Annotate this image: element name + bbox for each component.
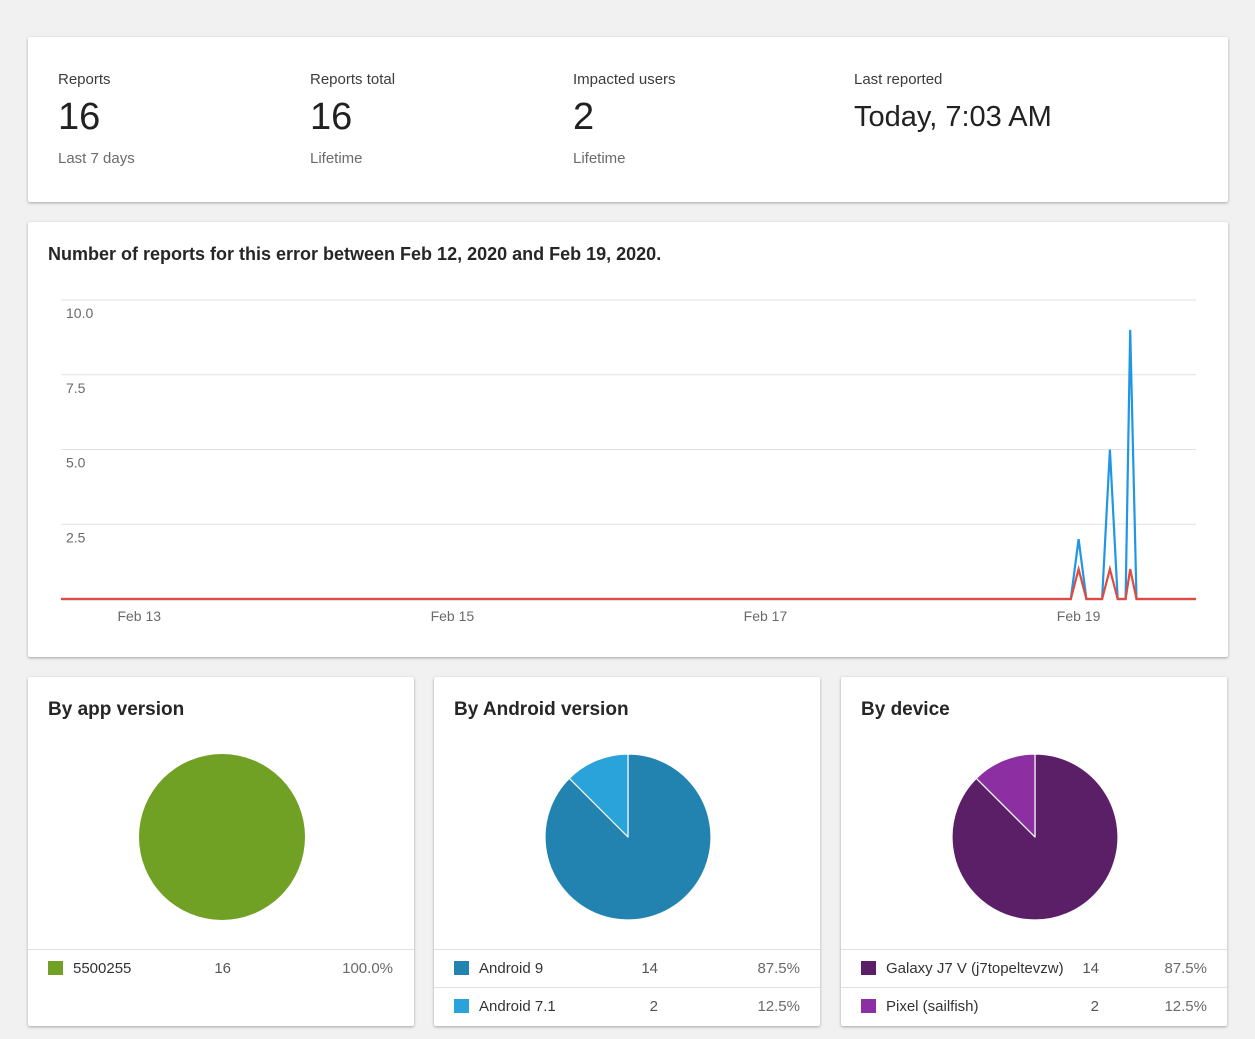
- y-tick-label: 7.5: [66, 380, 86, 396]
- android-version-legend: Android 9 14 87.5% Android 7.1 2 12.5%: [434, 949, 820, 1025]
- stat-value: Today, 7:03 AM: [854, 101, 1052, 133]
- legend-swatch: [454, 961, 469, 975]
- stat-label: Reports total: [310, 71, 396, 88]
- android-version-card: By Android version Android 9 14 87.5% Andro…: [434, 677, 820, 1026]
- stat-sublabel: Lifetime: [310, 150, 363, 167]
- device-pie-chart: [951, 753, 1119, 921]
- legend-name: Android 7.1: [479, 998, 556, 1015]
- stats-card: Reports 16 Last 7 days Reports total 16 …: [28, 37, 1228, 202]
- stat-sublabel: Last 7 days: [58, 150, 135, 167]
- stat-value: 2: [573, 96, 595, 138]
- y-tick-label: 10.0: [66, 305, 93, 321]
- app-version-legend: 5500255 16 100.0%: [28, 949, 414, 987]
- legend-percent: 100.0%: [342, 960, 393, 977]
- legend-count: 16: [214, 960, 231, 977]
- x-tick-label: Feb 13: [117, 608, 161, 624]
- legend-percent: 87.5%: [1164, 960, 1207, 977]
- legend-name: 5500255: [73, 960, 132, 977]
- reports-chart-card: Number of reports for this error between…: [28, 222, 1228, 657]
- legend-count: 14: [1082, 960, 1099, 977]
- stat-sublabel: Lifetime: [573, 150, 626, 167]
- legend-row: Android 9 14 87.5%: [434, 950, 820, 988]
- legend-row: Pixel (sailfish) 2 12.5%: [841, 988, 1227, 1025]
- legend-name: Pixel (sailfish): [886, 998, 979, 1015]
- x-tick-label: Feb 19: [1057, 608, 1101, 624]
- chart-title: Number of reports for this error between…: [48, 244, 662, 264]
- legend-swatch: [861, 961, 876, 975]
- device-legend: Galaxy J7 V (j7topeltevzw) 14 87.5% Pixel (…: [841, 949, 1227, 1025]
- y-tick-label: 5.0: [66, 455, 86, 471]
- y-tick-label: 2.5: [66, 529, 86, 545]
- legend-percent: 12.5%: [757, 998, 800, 1015]
- stat-value: 16: [310, 96, 353, 138]
- android-version-pie-chart: [544, 753, 712, 921]
- series-line: [61, 329, 1196, 601]
- series-line: [61, 564, 1196, 601]
- legend-percent: 87.5%: [757, 960, 800, 977]
- app-version-pie-chart: [139, 754, 305, 920]
- x-tick-label: Feb 15: [431, 608, 475, 624]
- x-tick-label: Feb 17: [744, 608, 788, 624]
- legend-swatch: [861, 999, 876, 1013]
- legend-name: Android 9: [479, 960, 544, 977]
- stat-label: Impacted users: [573, 71, 676, 88]
- reports-line-chart: 2.5 5.0 7.5 10.0 Feb 13 Feb 15 Feb 17 Feb 19: [61, 299, 1196, 624]
- stat-impacted-users: Impacted users 2 Lifetime: [573, 71, 676, 167]
- app-version-card: By app version 5500255 16 100.0%: [28, 677, 414, 1026]
- legend-row: Android 7.1 2 12.5%: [434, 988, 820, 1025]
- legend-row: 5500255 16 100.0%: [28, 950, 414, 987]
- legend-percent: 12.5%: [1164, 998, 1207, 1015]
- pie-slice: [975, 753, 1036, 838]
- stat-reports: Reports 16 Last 7 days: [58, 71, 135, 167]
- stat-label: Reports: [58, 71, 111, 88]
- stat-label: Last reported: [854, 71, 943, 88]
- legend-name: Galaxy J7 V (j7topeltevzw): [886, 960, 1064, 977]
- pie-title: By device: [861, 699, 950, 720]
- legend-row: Galaxy J7 V (j7topeltevzw) 14 87.5%: [841, 950, 1227, 988]
- pie-slice: [568, 753, 629, 838]
- pie-title: By Android version: [454, 699, 629, 720]
- legend-swatch: [48, 961, 63, 975]
- stat-value: 16: [58, 96, 101, 138]
- legend-count: 14: [641, 960, 658, 977]
- pie-slice: [139, 754, 305, 920]
- stat-last-reported: Last reported Today, 7:03 AM: [854, 71, 1052, 139]
- stat-reports-total: Reports total 16 Lifetime: [310, 71, 395, 167]
- legend-count: 2: [1090, 998, 1099, 1015]
- pie-title: By app version: [48, 699, 185, 720]
- device-card: By device Galaxy J7 V (j7topeltevzw) 14 87…: [841, 677, 1227, 1026]
- legend-swatch: [454, 999, 469, 1013]
- legend-count: 2: [649, 998, 658, 1015]
